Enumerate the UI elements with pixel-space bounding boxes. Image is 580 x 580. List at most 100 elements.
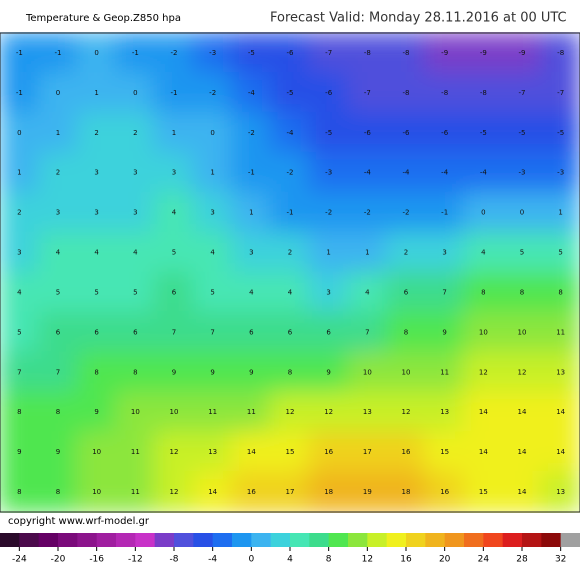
temperature-value: 14 (518, 448, 527, 456)
temperature-cell (385, 271, 427, 314)
temperature-value: -2 (171, 49, 178, 57)
temperature-cell (76, 471, 117, 513)
temperature-value: -6 (441, 129, 449, 137)
temperature-value: -6 (325, 89, 333, 97)
temperature-value: 8 (17, 408, 21, 416)
temperature-cell (37, 71, 79, 114)
temperature-value: 7 (56, 368, 60, 376)
temperature-cell (192, 351, 233, 394)
temperature-value: -9 (519, 49, 526, 57)
colorbar-segment (135, 533, 156, 547)
temperature-value: 11 (208, 408, 217, 416)
colorbar-label: 28 (516, 555, 528, 565)
temperature-cell (115, 191, 156, 234)
temperature-cell (385, 351, 427, 394)
temperature-value: 8 (404, 328, 408, 336)
temperature-value: -5 (519, 129, 526, 137)
temperature-value: -3 (209, 49, 216, 57)
temperature-value: 9 (249, 368, 253, 376)
temperature-cell (192, 32, 233, 74)
temperature-cell (385, 231, 427, 274)
copyright: copyright www.wrf-model.gr (8, 516, 150, 527)
colorbar-label: 8 (326, 555, 332, 565)
temperature-value: -2 (248, 129, 255, 137)
temperature-value: 3 (133, 169, 137, 177)
temperature-cell (231, 151, 272, 194)
temperature-value: -8 (480, 89, 487, 97)
temperature-cell (424, 151, 465, 194)
temperature-value: 9 (172, 368, 176, 376)
temperature-value: 5 (520, 249, 524, 257)
temperature-value: 8 (520, 288, 524, 296)
temperature-cell (540, 71, 580, 114)
temperature-value: -8 (441, 89, 448, 97)
temperature-cell (37, 431, 79, 474)
temperature-cell (115, 151, 156, 194)
temperature-value: 2 (17, 209, 21, 217)
colorbar-label: -4 (208, 555, 217, 565)
colorbar-segment (193, 533, 214, 547)
temperature-cell (385, 151, 427, 194)
temperature-value: 7 (442, 288, 446, 296)
temperature-value: 12 (518, 368, 527, 376)
temperature-value: 9 (442, 328, 446, 336)
temperature-cell (115, 431, 156, 474)
temperature-value: 0 (56, 89, 60, 97)
temperature-value: 4 (133, 249, 138, 257)
temperature-cell (76, 32, 117, 74)
temperature-cell (37, 191, 79, 234)
temperature-cell (37, 471, 79, 513)
temperature-cell (385, 191, 427, 234)
temperature-value: -3 (519, 169, 526, 177)
temperature-value: -8 (403, 49, 410, 57)
temperature-value: -1 (171, 89, 178, 97)
temperature-cell (37, 32, 79, 74)
temperature-value: 5 (172, 249, 176, 257)
temperature-value: 8 (56, 488, 60, 496)
temperature-cell (153, 231, 195, 274)
temperature-value: -6 (287, 49, 295, 57)
temperature-value: 5 (210, 288, 214, 296)
temperature-value: 12 (402, 408, 411, 416)
temperature-value: -7 (557, 89, 564, 97)
temperature-cell (385, 32, 427, 74)
temperature-value: 14 (556, 408, 565, 416)
colorbar-label: 16 (400, 555, 412, 565)
temperature-cell (0, 351, 40, 394)
temperature-cell (37, 151, 79, 194)
temperature-value: 17 (286, 488, 295, 496)
temperature-value: 11 (131, 488, 140, 496)
temperature-value: 3 (133, 209, 137, 217)
temperature-value: 14 (556, 448, 565, 456)
colorbar: -24 -20 -16 -12 -8 -4 0 4 8 12 16 20 24 28 32 (0, 533, 580, 565)
temperature-value: 12 (170, 448, 179, 456)
colorbar-label: 24 (478, 555, 490, 565)
colorbar-segment (502, 533, 523, 547)
temperature-value: -3 (325, 169, 332, 177)
temperature-cell (115, 391, 156, 434)
temperature-cell (501, 431, 543, 474)
temperature-cell (424, 231, 465, 274)
temperature-value: 0 (94, 49, 98, 57)
temperature-value: 1 (558, 209, 562, 217)
colorbar-label: 4 (287, 555, 293, 565)
temperature-value: -8 (364, 49, 371, 57)
temperature-value: 3 (249, 249, 253, 257)
colorbar-label: 20 (439, 555, 451, 565)
forecast-time: Forecast Valid: Monday 28.11.2016 at 00 … (270, 11, 567, 26)
temperature-value: 8 (481, 288, 485, 296)
temperature-cell (0, 32, 40, 74)
temperature-cell (231, 431, 272, 474)
temperature-cell (231, 191, 272, 234)
temperature-value: 5 (56, 288, 60, 296)
temperature-cell (308, 111, 349, 154)
temperature-value: -2 (287, 169, 294, 177)
temperature-cell (153, 151, 195, 194)
temperature-value: 12 (170, 488, 179, 496)
temperature-cell (0, 151, 40, 194)
temperature-value: 6 (249, 328, 254, 336)
temperature-value: 14 (479, 408, 488, 416)
temperature-value: 15 (479, 488, 488, 496)
colorbar-segment (174, 533, 194, 547)
temperature-value: -4 (364, 169, 372, 177)
